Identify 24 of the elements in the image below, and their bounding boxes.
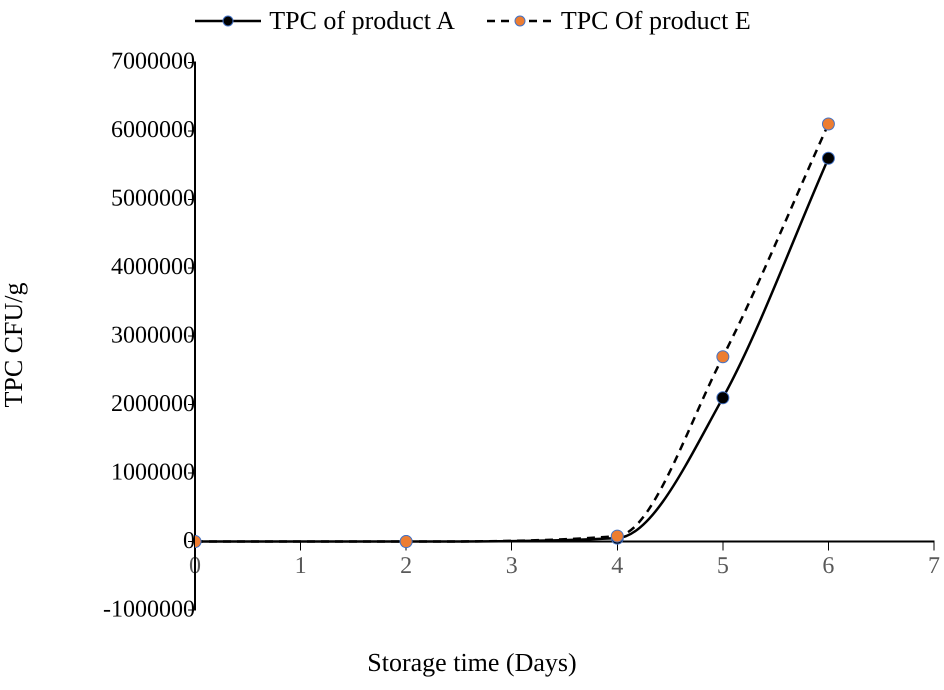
legend-label: TPC Of product E bbox=[560, 6, 751, 36]
y-tick-label: 4000000 bbox=[111, 254, 195, 280]
y-tick-label: 6000000 bbox=[111, 117, 195, 144]
x-tick-label: 4 bbox=[611, 553, 624, 580]
x-tick-label: 1 bbox=[294, 553, 307, 580]
x-tick-label: 3 bbox=[506, 553, 518, 580]
y-tick-label: 5000000 bbox=[111, 186, 195, 212]
point bbox=[716, 350, 730, 364]
y-tick-label: 2000000 bbox=[111, 390, 195, 417]
y-axis-title: TPC CFU/g bbox=[0, 282, 29, 410]
y-tick-label: 7000000 bbox=[111, 48, 195, 75]
legend-label: TPC of product A bbox=[269, 6, 455, 36]
y-tick-label: -1000000 bbox=[103, 596, 195, 622]
point bbox=[822, 118, 835, 131]
point bbox=[822, 152, 835, 165]
y-tick-label: 1000000 bbox=[111, 459, 195, 486]
x-axis-title: Storage time (Days) bbox=[366, 648, 578, 678]
y-tick-label: 3000000 bbox=[111, 322, 195, 348]
x-tick-label: 7 bbox=[928, 553, 940, 580]
point bbox=[716, 391, 730, 404]
x-tick-label: 2 bbox=[400, 553, 412, 580]
x-tick-label: 6 bbox=[822, 553, 834, 580]
x-tick-label: 5 bbox=[716, 553, 729, 580]
y-tick-label: 0 bbox=[183, 528, 195, 554]
